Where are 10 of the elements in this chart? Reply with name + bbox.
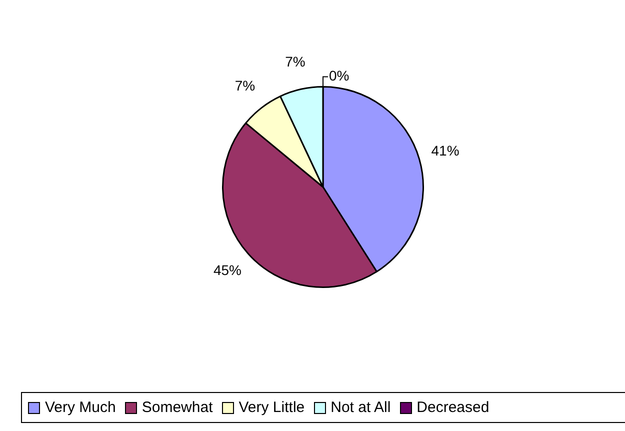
text: 0% (329, 68, 350, 84)
legend-label: Very Much (45, 399, 116, 416)
data-label: 41% (431, 142, 460, 158)
legend-label: Decreased (416, 399, 490, 416)
data-label: 45% (213, 262, 242, 278)
data-label: 7% (285, 54, 306, 70)
legend-label: Not at All (330, 399, 391, 416)
legend-label: Very Little (238, 399, 305, 416)
legend-label: Somewhat (142, 399, 213, 416)
data-label: 7% (234, 77, 256, 94)
